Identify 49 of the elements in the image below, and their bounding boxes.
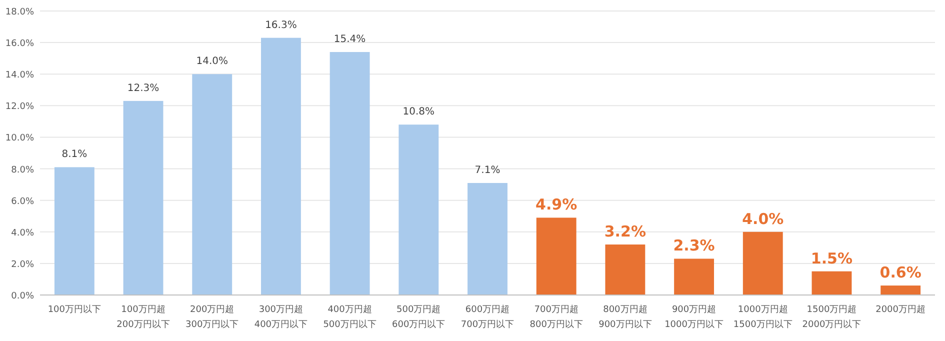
x-tick-label: 1500万円超 2000万円以下 bbox=[802, 304, 862, 330]
y-tick-label: 12.0% bbox=[5, 102, 34, 112]
data-label: 10.8% bbox=[402, 106, 435, 118]
x-tick-label: 200万円超 300万円以下 bbox=[186, 304, 239, 330]
y-tick-label: 2.0% bbox=[11, 260, 34, 270]
x-tick-label: 2000万円超 bbox=[876, 304, 926, 315]
data-label: 4.0% bbox=[742, 210, 784, 228]
data-label: 0.6% bbox=[880, 264, 922, 282]
y-tick-label: 14.0% bbox=[5, 70, 34, 81]
bar bbox=[123, 100, 164, 295]
bar bbox=[330, 52, 370, 295]
data-label: 12.3% bbox=[127, 82, 160, 94]
data-label: 7.1% bbox=[474, 164, 500, 176]
x-tick-label: 1000万円超 1500万円以下 bbox=[733, 304, 792, 330]
bar bbox=[742, 232, 783, 295]
x-tick-label: 800万円超 900万円以下 bbox=[598, 304, 652, 330]
y-tick-label: 6.0% bbox=[11, 196, 34, 207]
y-tick-label: 0.0% bbox=[11, 292, 34, 302]
data-label: 15.4% bbox=[334, 34, 366, 46]
y-tick-label: 18.0% bbox=[5, 8, 34, 18]
bar bbox=[536, 218, 576, 295]
y-tick-label: 8.0% bbox=[11, 165, 34, 176]
data-label: 1.5% bbox=[810, 249, 853, 268]
data-label: 16.3% bbox=[265, 20, 297, 31]
bar bbox=[674, 258, 714, 295]
bar bbox=[260, 38, 301, 295]
data-label: 14.0% bbox=[196, 56, 228, 68]
bar bbox=[812, 271, 852, 295]
y-tick-label: 10.0% bbox=[5, 134, 34, 144]
x-tick-label: 400万円超 500万円以下 bbox=[323, 304, 376, 330]
x-tick-label: 500万円超 600万円以下 bbox=[392, 304, 446, 330]
bar bbox=[605, 244, 646, 295]
x-tick-label: 300万円超 400万円以下 bbox=[254, 304, 308, 330]
bar bbox=[54, 167, 94, 295]
data-label: 4.9% bbox=[536, 196, 578, 214]
x-tick-label: 100万円以下 bbox=[48, 304, 102, 315]
bar bbox=[468, 182, 508, 295]
bar bbox=[880, 286, 921, 295]
bar bbox=[192, 74, 232, 295]
x-tick-label: 900万円超 1000万円以下 bbox=[664, 304, 724, 330]
x-tick-label: 600万円超 700万円以下 bbox=[460, 304, 514, 330]
x-tick-label: 100万円超 200万円以下 bbox=[116, 304, 170, 330]
y-tick-label: 16.0% bbox=[5, 39, 34, 50]
data-label: 3.2% bbox=[604, 222, 646, 241]
bar bbox=[398, 124, 439, 295]
data-label: 2.3% bbox=[673, 236, 715, 255]
data-label: 8.1% bbox=[62, 149, 88, 160]
x-tick-label: 700万円超 800万円以下 bbox=[530, 304, 583, 330]
y-tick-label: 4.0% bbox=[11, 228, 34, 238]
